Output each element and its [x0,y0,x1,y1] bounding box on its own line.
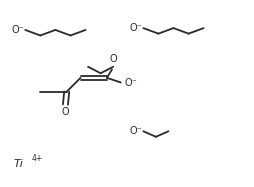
Text: O: O [109,54,117,64]
Text: O⁻: O⁻ [11,25,24,35]
Text: O⁻: O⁻ [124,78,137,88]
Text: O⁻: O⁻ [129,23,142,33]
Text: Ti: Ti [14,159,24,168]
Text: O⁻: O⁻ [129,126,142,136]
Text: O: O [62,107,69,117]
Text: 4+: 4+ [32,154,43,163]
